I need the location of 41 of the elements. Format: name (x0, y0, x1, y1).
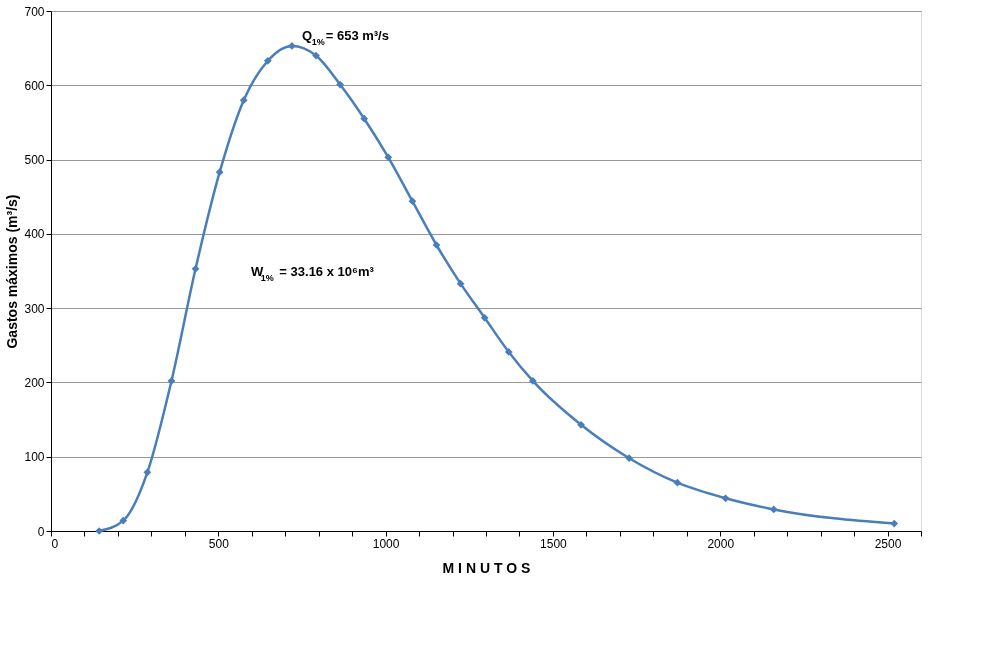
point (312, 51, 320, 60)
x-tick-label: 2000 (707, 536, 735, 551)
x-tick-label: 1500 (540, 536, 568, 551)
y-tick-label: 300 (24, 301, 45, 316)
x-axis-title: M I N U T O S (442, 559, 531, 576)
y-tick-label: 700 (24, 4, 45, 19)
point (456, 279, 465, 288)
point (673, 478, 682, 487)
point (336, 80, 344, 89)
point (360, 114, 369, 123)
point (95, 527, 104, 535)
point (215, 168, 224, 177)
point (191, 264, 200, 273)
point (119, 516, 128, 525)
point (504, 348, 513, 356)
point (625, 454, 634, 463)
point (263, 56, 272, 65)
point (577, 420, 585, 429)
y-tick-label: 200 (24, 375, 45, 390)
x-tick-label: 500 (208, 536, 230, 551)
point (769, 505, 778, 514)
y-axis-title: Gastos máximos (m³/s) (4, 194, 21, 349)
x-tick-label: 2500 (874, 536, 902, 551)
y-tick-label: 0 (37, 524, 45, 539)
point (480, 313, 489, 322)
point (239, 96, 248, 105)
x-tick-label: 0 (51, 536, 59, 551)
point (890, 519, 899, 528)
y-tick-label: 400 (24, 227, 45, 242)
y-tick-label: 100 (24, 450, 45, 465)
point (288, 42, 296, 50)
point (167, 377, 176, 385)
point (408, 197, 417, 206)
point (143, 468, 152, 477)
point (432, 241, 441, 249)
x-tick-label: 1000 (372, 536, 400, 551)
point (721, 494, 730, 503)
point (384, 153, 393, 162)
y-tick-label: 500 (24, 153, 45, 168)
y-tick-label: 600 (24, 78, 45, 93)
point (528, 377, 537, 385)
